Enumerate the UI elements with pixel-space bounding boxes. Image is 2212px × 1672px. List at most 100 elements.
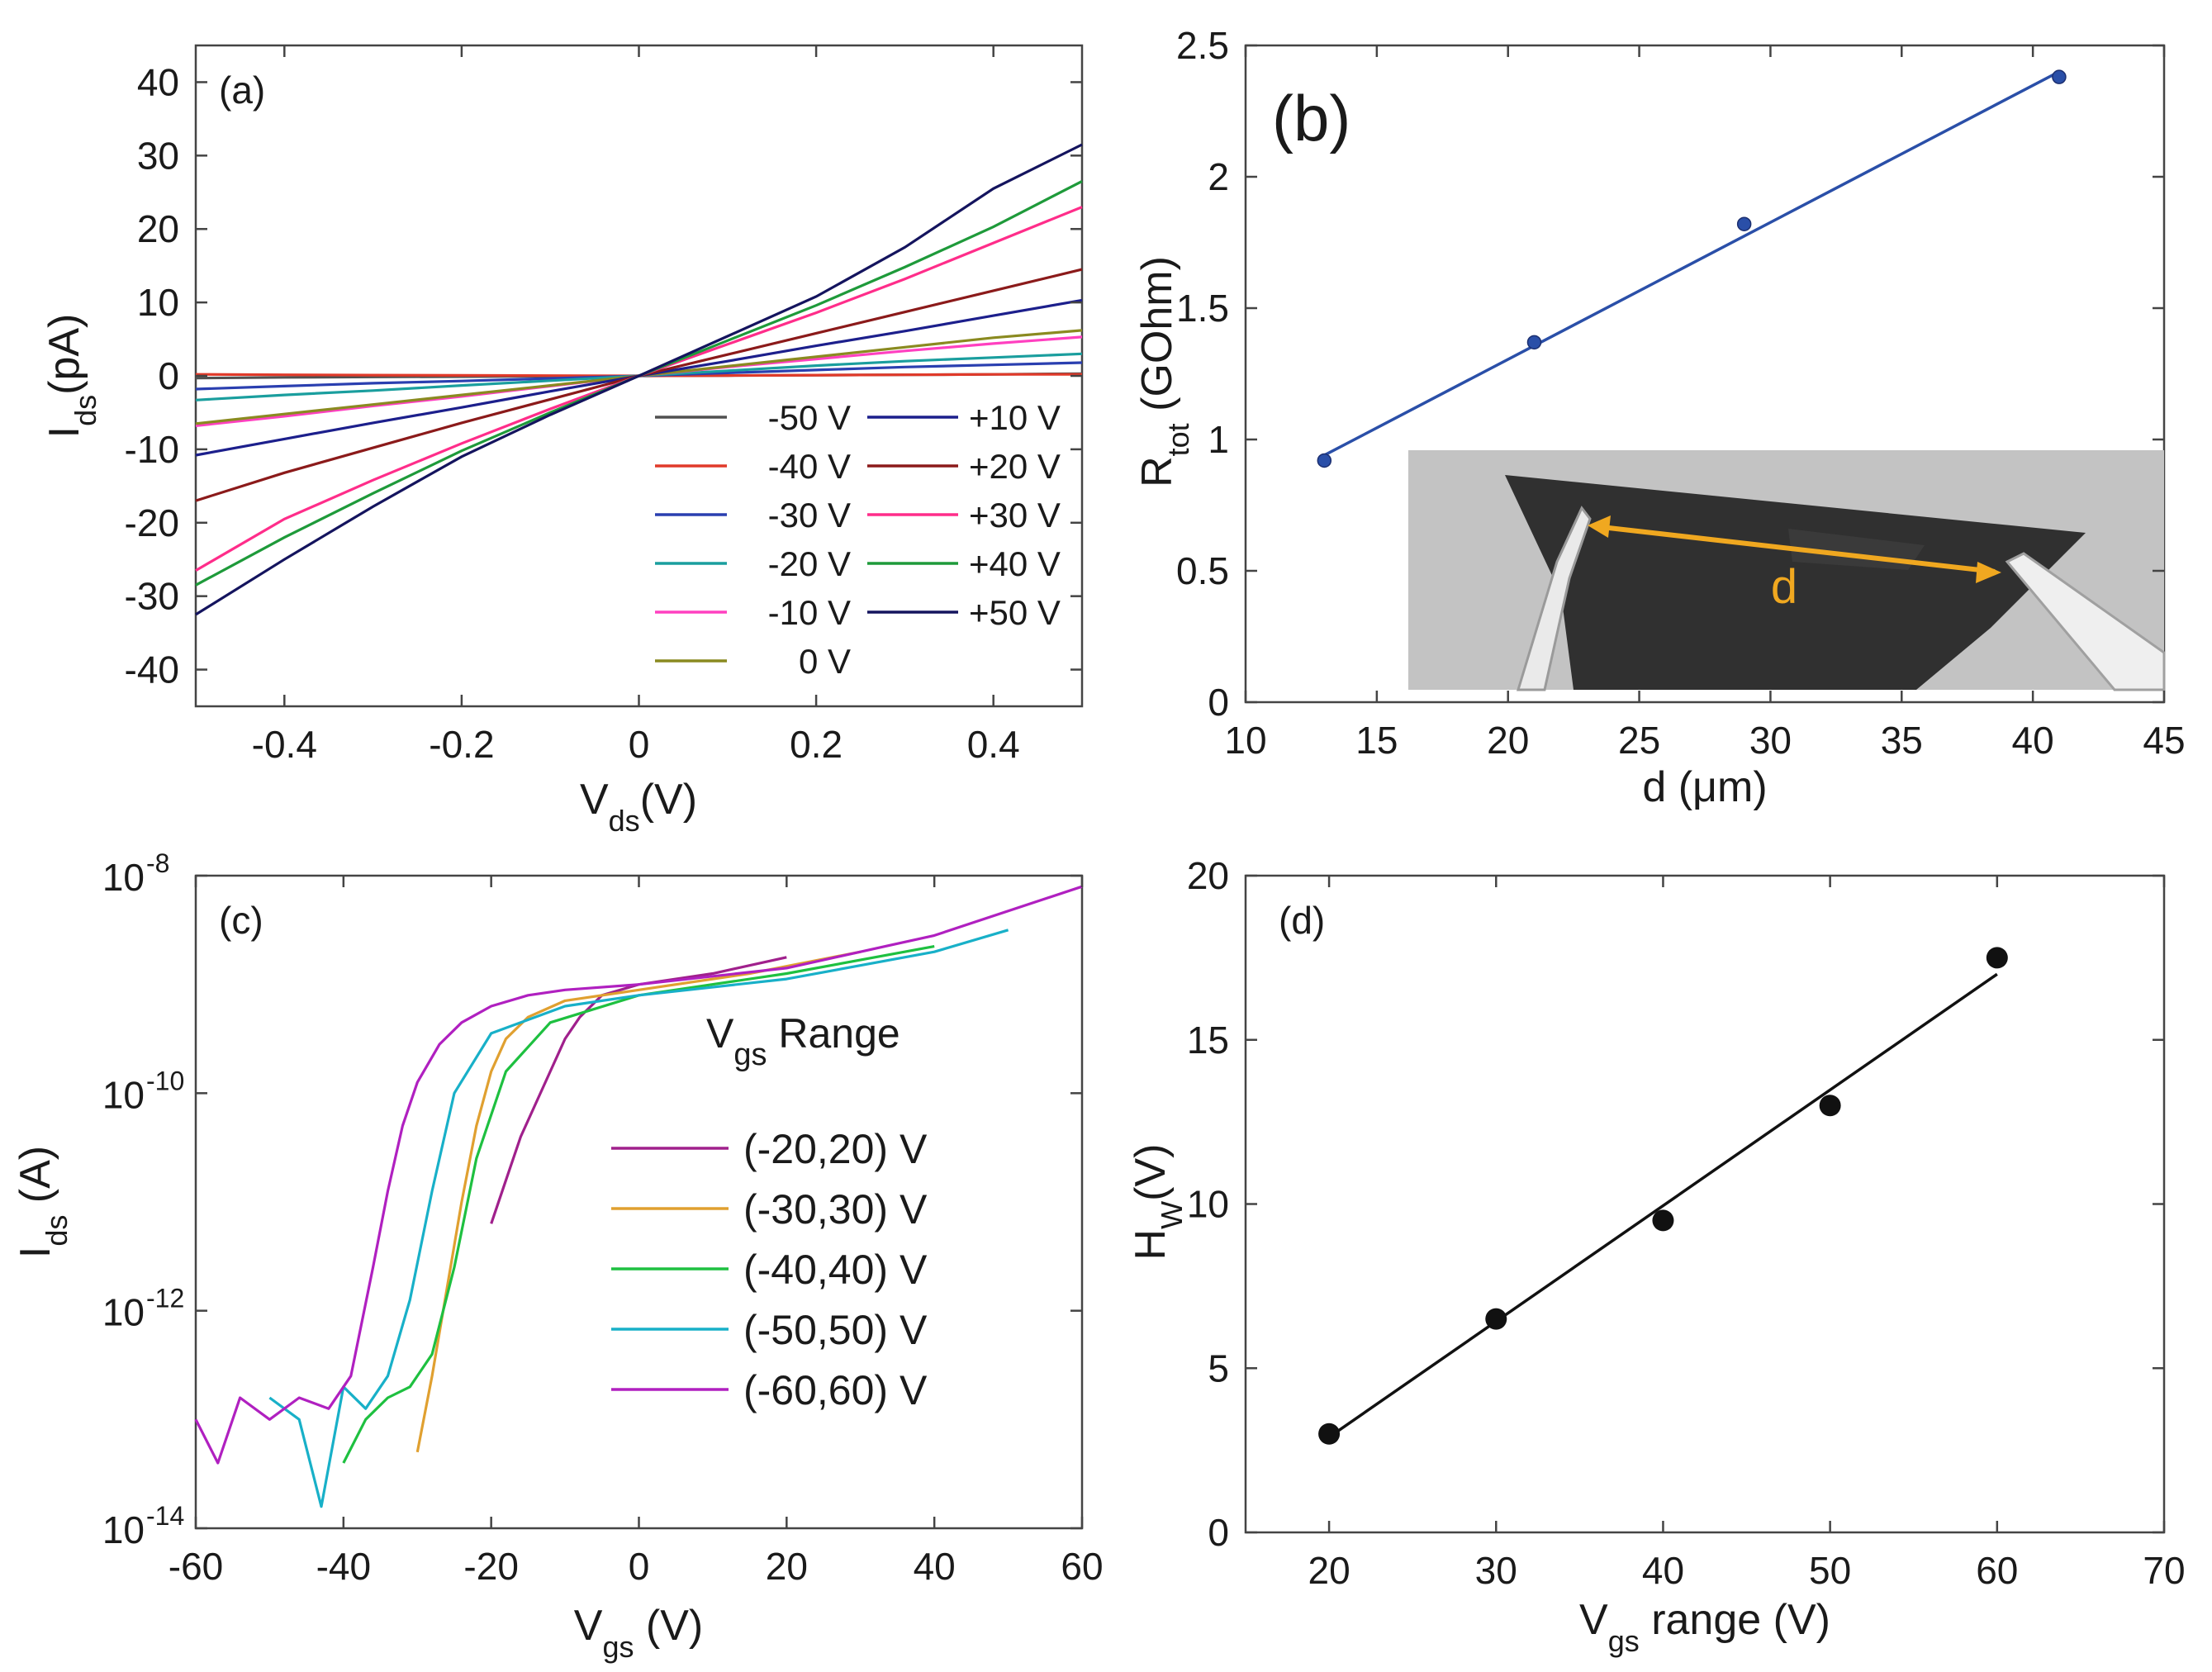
data-point [2052, 69, 2067, 84]
panel-d-ytick-label: 5 [1208, 1347, 1229, 1389]
panel-c-ytick-exponent: -10 [146, 1066, 184, 1095]
panel-b-xtick-label: 15 [1355, 719, 1398, 762]
legend-label: +50 V [969, 593, 1061, 632]
legend-label: -10 V [768, 593, 851, 632]
panel-d-xtick-label: 20 [1308, 1549, 1350, 1592]
legend-label: -40 V [768, 447, 851, 486]
panel-c-legend-title: Vgs Range [706, 1010, 900, 1072]
panel-c-xtick-label: -40 [316, 1545, 371, 1588]
data-point [1819, 1095, 1841, 1117]
panel-b-xtick-label: 25 [1618, 719, 1660, 762]
sem-inset-image: d [1408, 450, 2166, 691]
panel-a-ytick-label: 30 [137, 134, 179, 177]
data-point [1485, 1308, 1507, 1330]
panel-b-ylabel: Rtot (GOhm) [1133, 256, 1195, 487]
panel-c-ytick-label: 10 [102, 1291, 145, 1334]
panel-c-xlabel: Vgs (V) [574, 1602, 703, 1664]
panel-c-xtick-label: -60 [169, 1545, 223, 1588]
legend-label: +40 V [969, 544, 1061, 583]
legend-label: -30 V [768, 496, 851, 534]
panel-c-ytick-label: 10 [102, 1508, 145, 1551]
panel-c-ytick-exponent: -8 [146, 848, 169, 878]
panel-d-ytick-label: 20 [1187, 854, 1229, 897]
panel-a-ytick-label: 40 [137, 60, 179, 103]
panel-d-ytick-label: 10 [1187, 1183, 1229, 1226]
panel-c-xtick-label: 0 [629, 1545, 650, 1588]
series-line [268, 929, 1009, 1508]
panel-a-xtick-label: 0.2 [790, 723, 843, 766]
panel-b-label: (b) [1272, 82, 1350, 154]
panel-b-xtick-label: 35 [1881, 719, 1923, 762]
legend-label: +10 V [969, 398, 1061, 437]
panel-a-ytick-label: 10 [137, 281, 179, 324]
legend-label: +20 V [969, 447, 1061, 486]
panel-b-xtick-label: 40 [2012, 719, 2054, 762]
panel-d-chart: 20 30 40 50 60 70 0 5 10 15 20 (d) Vgs range (V) H… [1127, 854, 2186, 1658]
inset-d-label: d [1771, 560, 1797, 614]
panel-c-ytick-exponent: -14 [146, 1501, 184, 1531]
panel-b-xtick-label: 20 [1487, 719, 1529, 762]
legend-label: (-50,50) V [743, 1307, 928, 1353]
data-point [1526, 335, 1542, 350]
legend-label: -50 V [768, 398, 851, 437]
panel-c-xtick-label: 20 [766, 1545, 808, 1588]
panel-c-ylabel: Ids (A) [12, 1146, 74, 1258]
panel-d-xtick-label: 60 [1976, 1549, 2018, 1592]
series-line [195, 143, 1083, 616]
fit-line [1323, 70, 2060, 457]
panel-b-xtick-label: 30 [1749, 719, 1792, 762]
panel-c-xtick-label: -20 [463, 1545, 518, 1588]
panel-a-xlabel: Vds(V) [580, 776, 697, 838]
data-point [1652, 1209, 1674, 1232]
panel-c-xtick-label: 60 [1061, 1545, 1103, 1588]
panel-d-label: (d) [1279, 899, 1325, 942]
panel-a-ytick-label: 20 [137, 207, 179, 250]
legend-label: (-40,40) V [743, 1247, 928, 1293]
legend-label: (-60,60) V [743, 1367, 928, 1413]
panel-d-ytick-label: 0 [1208, 1511, 1229, 1554]
panel-a-xtick-label: -0.2 [429, 723, 494, 766]
legend-label: +30 V [969, 496, 1061, 534]
panel-a-label: (a) [219, 69, 265, 112]
panel-b-ytick-label: 0.5 [1176, 549, 1229, 592]
panel-b-xtick-label: 45 [2143, 719, 2185, 762]
panel-a-xtick-label: -0.4 [252, 723, 317, 766]
panel-a-legend: -50 V -40 V -30 V -20 V -10 V 0 V +10 V +20 V +3… [655, 398, 1061, 681]
panel-d-xtick-label: 40 [1642, 1549, 1684, 1592]
panel-b-ytick-label: 0 [1208, 681, 1229, 724]
fit-line [1328, 972, 1998, 1439]
panel-a-ytick-label: 0 [158, 354, 179, 397]
panel-b-ytick-label: 1 [1208, 418, 1229, 461]
panel-c-ytick-label: 10 [102, 856, 145, 899]
data-point [1736, 216, 1752, 231]
panel-d-xtick-label: 30 [1475, 1549, 1517, 1592]
legend-label: -20 V [768, 544, 851, 583]
panel-c-ytick-label: 10 [102, 1073, 145, 1116]
panel-a-xtick-label: 0.4 [967, 723, 1020, 766]
panel-a-ylabel: Ids(pA) [40, 314, 102, 439]
panel-a-ytick-label: -20 [125, 501, 179, 544]
panel-d-xlabel: Vgs range (V) [1579, 1596, 1830, 1658]
data-point [1986, 947, 2008, 969]
panel-d-xtick-label: 70 [2143, 1549, 2185, 1592]
panel-c-ytick-exponent: -12 [146, 1284, 184, 1313]
panel-a-xtick-label: 0 [629, 723, 650, 766]
panel-a-chart: -0.4 -0.2 0 0.2 0.4 -40 -30 -20 -10 0 10 20 30 40 (a)… [40, 44, 1084, 838]
panel-b-xlabel: d (μm) [1642, 763, 1767, 811]
panel-d-ylabel: HW(V) [1127, 1144, 1189, 1261]
series-line [194, 885, 1083, 1465]
panel-b-chart: d 10 15 20 25 30 35 40 45 0 0.5 1 1.5 2 2.5 (b) d (μm… [1133, 24, 2186, 811]
panel-b-xtick-label: 10 [1224, 719, 1266, 762]
data-point [1318, 1423, 1341, 1445]
panel-a-ytick-label: -30 [125, 575, 179, 618]
panel-d-ytick-label: 15 [1187, 1019, 1229, 1062]
panel-d-xtick-label: 50 [1809, 1549, 1851, 1592]
panel-b-ytick-label: 2.5 [1176, 24, 1229, 67]
panel-c-label: (c) [219, 899, 263, 942]
legend-label: 0 V [799, 642, 851, 681]
panel-a-ytick-label: -10 [125, 428, 179, 471]
panel-c-xtick-label: 40 [914, 1545, 956, 1588]
legend-label: (-30,30) V [743, 1186, 928, 1233]
